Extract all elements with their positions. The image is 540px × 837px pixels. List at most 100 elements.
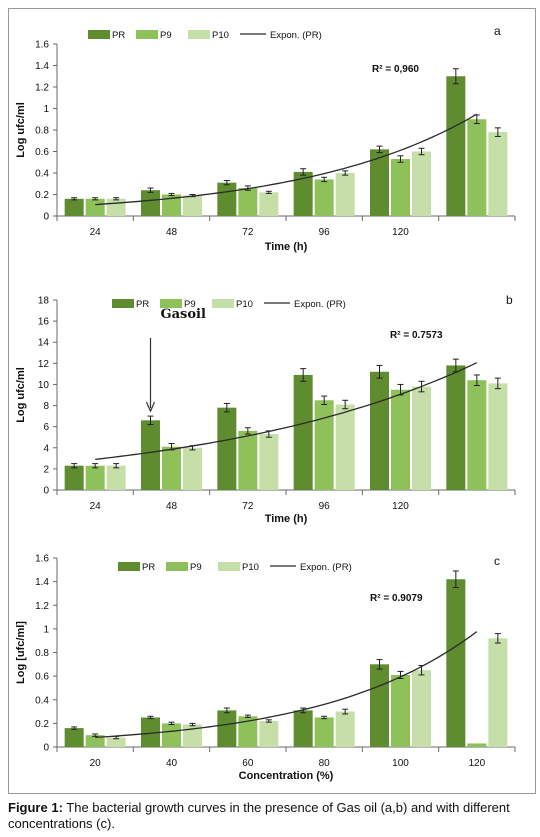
y-tick-label: 0 — [43, 743, 49, 754]
trendline-expon-pr — [95, 113, 478, 206]
bar-p10-last — [488, 132, 508, 216]
x-tick-label: 120 — [392, 501, 409, 512]
x-tick-label: 96 — [319, 501, 331, 512]
bar-p9-60 — [238, 716, 258, 747]
figure-frame — [8, 8, 536, 794]
y-tick-label: 4 — [43, 443, 49, 454]
x-tick-label: 48 — [166, 227, 178, 238]
y-tick-label: 1.4 — [35, 61, 49, 72]
bar-p9-80 — [314, 717, 334, 747]
legend-label: P9 — [190, 562, 202, 573]
x-tick-label: 40 — [166, 758, 178, 769]
legend-label: P9 — [184, 299, 196, 310]
y-axis-title: Log ufc/ml — [15, 367, 27, 423]
bar-pr-72 — [217, 182, 237, 216]
x-tick-label: 24 — [90, 501, 102, 512]
legend-label: PR — [142, 562, 155, 573]
legend-label: PR — [136, 299, 149, 310]
legend-swatch-pr — [88, 30, 110, 39]
x-tick-label: 96 — [319, 227, 331, 238]
trendline-expon-pr — [95, 362, 478, 461]
y-tick-label: 1.6 — [35, 554, 49, 565]
bar-pr-80 — [293, 710, 313, 747]
panel-label: c — [494, 554, 500, 568]
x-axis-title: Time (h) — [265, 241, 308, 253]
x-tick-label: 72 — [242, 227, 254, 238]
legend-label: PR — [112, 30, 125, 41]
bar-p10-72 — [259, 434, 279, 490]
bar-p9-24 — [85, 198, 105, 216]
bar-p9-40 — [162, 723, 181, 747]
legend-label: Expon. (PR) — [294, 299, 346, 310]
y-tick-label: 12 — [38, 359, 50, 370]
bar-p10-96 — [335, 173, 355, 216]
bar-pr-120 — [370, 149, 389, 216]
x-tick-label: 120 — [392, 227, 409, 238]
bar-p10-120 — [412, 386, 431, 490]
y-tick-label: 14 — [38, 338, 50, 349]
legend-swatch-pr — [118, 562, 140, 571]
bar-pr-120 — [446, 579, 466, 747]
y-tick-label: 0.8 — [35, 648, 49, 659]
x-tick-label: 20 — [90, 758, 102, 769]
legend-label: Expon. (PR) — [270, 30, 322, 41]
y-tick-label: 0.6 — [35, 672, 49, 683]
bar-p9-96 — [314, 179, 334, 216]
bar-p10-40 — [183, 724, 202, 747]
bar-p10-120 — [488, 638, 508, 747]
bar-p9-last — [467, 380, 487, 490]
y-tick-label: 0.6 — [35, 147, 49, 158]
legend-label: Expon. (PR) — [300, 562, 352, 573]
y-tick-label: 1.4 — [35, 577, 49, 588]
y-tick-label: 1.6 — [35, 40, 49, 51]
x-axis-title: Time (h) — [265, 513, 308, 525]
chart-panel-a: 0 0.2 0.4 0.6 0.8 1 1.2 1.4 1.6 24 48 72 96 120 R² = 0… — [15, 24, 516, 253]
bar-pr-60 — [217, 710, 237, 747]
x-tick-label: 60 — [242, 758, 254, 769]
y-tick-label: 1 — [43, 624, 49, 635]
bar-p10-72 — [259, 192, 279, 216]
bar-p10-120 — [412, 151, 431, 216]
y-axis-title: Log [ufc/ml] — [15, 621, 27, 684]
x-tick-label: 48 — [166, 501, 178, 512]
y-tick-label: 0.4 — [35, 695, 49, 706]
y-tick-label: 16 — [38, 317, 50, 328]
y-tick-label: 0.2 — [35, 190, 49, 201]
bar-p9-24 — [85, 465, 105, 490]
x-axis-title: Concentration (%) — [239, 770, 334, 782]
x-tick-label: 80 — [319, 758, 331, 769]
legend-swatch-p10 — [188, 30, 210, 39]
bar-pr-last — [446, 365, 466, 490]
y-tick-label: 0 — [43, 486, 49, 497]
bar-p10-20 — [106, 737, 126, 747]
bar-p9-last — [467, 119, 487, 216]
bar-p10-96 — [335, 404, 355, 490]
bar-p10-60 — [259, 721, 279, 747]
caption-text: The bacterial growth curves in the prese… — [8, 800, 510, 831]
legend-swatch-p9 — [136, 30, 158, 39]
bar-pr-48 — [141, 420, 160, 490]
bar-p9-48 — [162, 194, 181, 216]
legend-label: P10 — [236, 299, 253, 310]
bar-p10-48 — [183, 447, 202, 490]
bar-pr-120 — [370, 371, 389, 490]
legend-label: P10 — [212, 30, 229, 41]
y-tick-label: 2 — [43, 464, 49, 475]
bar-p9-120 — [391, 159, 410, 216]
x-tick-label: 24 — [90, 227, 102, 238]
legend-swatch-pr — [112, 299, 134, 308]
bar-p10-last — [488, 383, 508, 490]
x-tick-label: 100 — [392, 758, 409, 769]
legend-swatch-p10 — [212, 299, 234, 308]
legend-swatch-p9 — [166, 562, 188, 571]
bar-p9-96 — [314, 400, 334, 490]
bar-pr-24 — [64, 198, 84, 216]
legend-swatch-p10 — [218, 562, 240, 571]
bar-p10-100 — [412, 670, 431, 747]
y-axis-title: Log ufc/ml — [15, 102, 27, 158]
bar-p10-24 — [106, 198, 126, 216]
y-tick-label: 18 — [38, 296, 50, 307]
r2-label: R² = 0,960 — [372, 64, 419, 75]
bar-pr-96 — [293, 171, 313, 216]
